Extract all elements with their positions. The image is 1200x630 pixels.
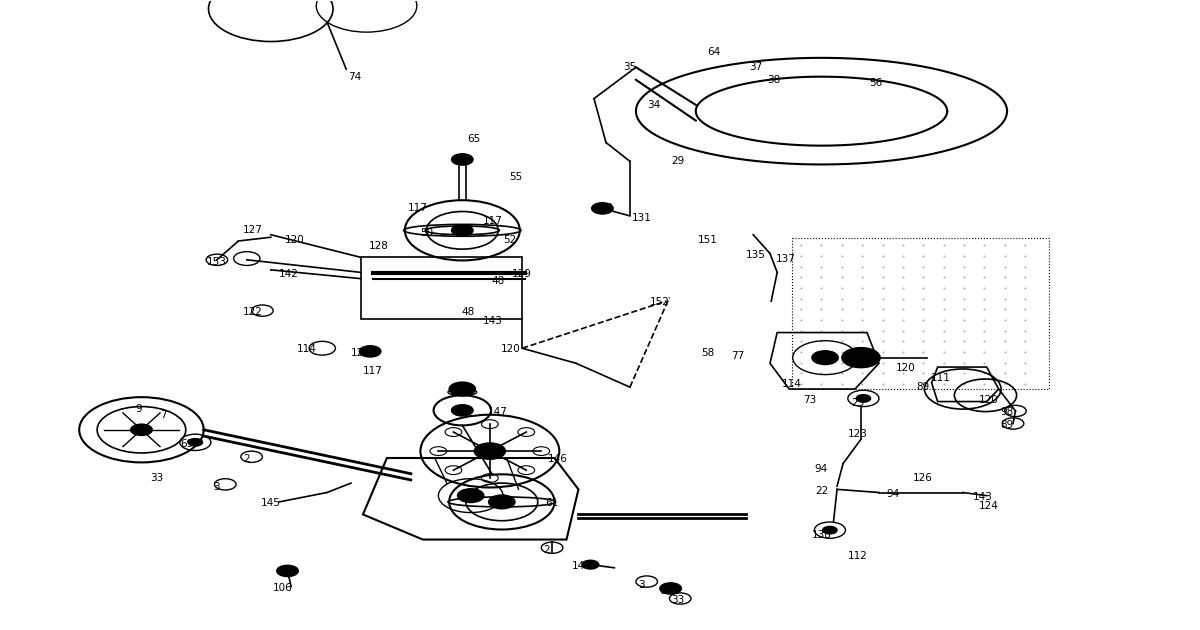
Circle shape: [359, 346, 380, 357]
Text: 52: 52: [504, 235, 517, 244]
Circle shape: [131, 424, 152, 435]
Text: 33: 33: [150, 473, 163, 483]
Text: 114: 114: [781, 379, 802, 389]
Text: 127: 127: [242, 226, 263, 236]
Text: 35: 35: [623, 62, 636, 72]
Text: 89: 89: [917, 382, 930, 392]
Text: 64: 64: [707, 47, 720, 57]
Text: 7: 7: [160, 410, 167, 420]
Text: 117: 117: [482, 216, 502, 226]
Text: 22: 22: [815, 486, 828, 496]
Text: 137: 137: [775, 253, 796, 263]
Text: 48: 48: [462, 307, 475, 317]
Text: 142: 142: [278, 269, 299, 279]
Circle shape: [842, 348, 880, 368]
Text: 89: 89: [1001, 420, 1014, 430]
Text: 69: 69: [180, 438, 193, 449]
Circle shape: [457, 489, 484, 503]
Text: 37: 37: [749, 62, 762, 72]
Text: 58: 58: [701, 348, 714, 358]
Text: 145: 145: [572, 561, 592, 571]
Text: 131: 131: [632, 213, 652, 223]
Text: 133: 133: [847, 354, 868, 364]
Text: 152: 152: [650, 297, 670, 307]
Text: 9: 9: [136, 404, 143, 414]
Circle shape: [857, 394, 870, 402]
Text: 111: 111: [931, 373, 952, 382]
Circle shape: [660, 583, 682, 594]
Text: 130: 130: [594, 203, 613, 214]
Text: 112: 112: [847, 551, 868, 561]
Text: 128: 128: [368, 241, 389, 251]
Text: 135: 135: [745, 250, 766, 260]
Text: 153: 153: [206, 256, 227, 266]
Text: 56: 56: [869, 78, 882, 88]
Text: 121: 121: [350, 348, 371, 358]
Text: 143: 143: [973, 492, 994, 502]
Text: 106: 106: [272, 583, 293, 593]
Text: 151: 151: [698, 235, 718, 244]
Text: 117: 117: [362, 367, 383, 377]
Text: 29: 29: [671, 156, 684, 166]
Text: 146: 146: [548, 454, 568, 464]
Text: 120: 120: [979, 394, 998, 404]
Text: 94: 94: [815, 464, 828, 474]
Text: 126: 126: [913, 473, 934, 483]
Text: 98: 98: [1001, 407, 1014, 417]
Text: 120: 120: [284, 235, 305, 244]
Circle shape: [451, 404, 473, 416]
Text: 123: 123: [847, 429, 868, 439]
Text: 73: 73: [803, 394, 816, 404]
Text: 122: 122: [242, 307, 263, 317]
Text: 145: 145: [260, 498, 281, 508]
Text: 129: 129: [512, 269, 532, 279]
Text: 114: 114: [296, 345, 317, 355]
Text: 65: 65: [468, 134, 481, 144]
Text: 138: 138: [811, 530, 832, 539]
Text: 2: 2: [542, 545, 550, 555]
Text: 74: 74: [348, 72, 361, 82]
Text: 77: 77: [731, 351, 744, 361]
Text: 38: 38: [767, 75, 780, 85]
Circle shape: [188, 438, 203, 446]
Text: 3: 3: [638, 580, 646, 590]
Text: 23: 23: [851, 398, 864, 408]
Circle shape: [582, 560, 599, 569]
Circle shape: [451, 225, 473, 236]
Text: 120: 120: [500, 345, 520, 355]
Circle shape: [488, 495, 515, 509]
Circle shape: [812, 351, 839, 365]
Circle shape: [474, 443, 505, 459]
Circle shape: [823, 527, 838, 534]
Text: 20: 20: [456, 389, 469, 398]
Text: 69: 69: [659, 586, 672, 596]
Text: 143: 143: [482, 316, 502, 326]
Text: 34: 34: [647, 100, 660, 110]
Text: 94: 94: [887, 489, 900, 499]
Text: 120: 120: [895, 364, 916, 374]
Circle shape: [277, 565, 299, 576]
Text: 2: 2: [244, 454, 250, 464]
Text: 124: 124: [979, 501, 1000, 512]
Text: 117: 117: [408, 203, 428, 214]
Text: 48: 48: [492, 275, 505, 285]
Text: 61: 61: [546, 498, 559, 508]
Text: 55: 55: [510, 172, 523, 182]
Text: 147: 147: [488, 407, 508, 417]
Text: 33: 33: [671, 595, 684, 605]
Circle shape: [451, 154, 473, 165]
Circle shape: [449, 382, 475, 396]
Text: 3: 3: [214, 483, 221, 493]
Text: 50: 50: [420, 229, 433, 239]
Circle shape: [592, 203, 613, 214]
